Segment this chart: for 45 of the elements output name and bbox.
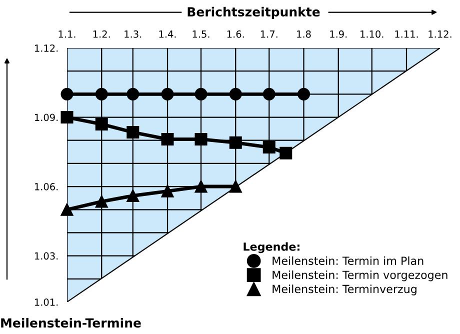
point <box>60 88 74 100</box>
point <box>95 195 108 208</box>
point <box>95 118 108 130</box>
point <box>194 132 208 146</box>
point <box>194 180 208 193</box>
point <box>280 146 292 160</box>
x-tick-label: 1.3. <box>124 30 142 38</box>
x-tick-label: 1.4. <box>159 30 176 38</box>
legend-label: Meilenstein: Termin im Plan <box>272 256 424 266</box>
x-tick-label: 1.9. <box>330 30 347 38</box>
y-tick-label: 1.09. <box>35 114 58 122</box>
legend-label: Meilenstein: Terminverzug <box>272 284 416 296</box>
x-tick-label: 1.10. <box>360 30 384 38</box>
point <box>262 141 276 154</box>
legend-title: Legende: <box>244 242 300 254</box>
y-axis-title: Meilenstein-Termine <box>1 318 141 328</box>
point <box>126 126 140 139</box>
point <box>95 88 108 100</box>
x-tick-label: 1.8 <box>297 30 311 38</box>
point <box>161 132 174 146</box>
x-tick-label: 1.7. <box>260 30 278 38</box>
y-tick-label: 1.06. <box>35 183 58 190</box>
point <box>229 180 242 193</box>
x-axis-title: Berichtszeitpunkte <box>188 6 320 19</box>
x-tick-label: 1.5. <box>192 30 210 38</box>
point <box>262 88 276 100</box>
point <box>298 88 310 100</box>
point <box>60 111 74 124</box>
y-tick-label: 1.03. <box>35 252 58 260</box>
point <box>194 88 208 100</box>
point <box>126 190 140 202</box>
y-tick-label: 1.01. <box>35 298 58 306</box>
point <box>126 88 140 100</box>
point <box>229 88 242 100</box>
x-tick-label: 1.6. <box>227 30 244 38</box>
x-tick-label: 1.12. <box>428 30 452 38</box>
point <box>161 184 174 198</box>
y-tick-label: 1.12. <box>35 44 58 52</box>
legend-label: Meilenstein: Termin vorgezogen <box>272 270 448 282</box>
x-tick-label: 1.11. <box>395 30 418 38</box>
x-tick-label: 1.2. <box>93 30 110 38</box>
point <box>60 203 74 216</box>
point <box>229 136 242 149</box>
point <box>161 88 174 100</box>
x-tick-label: 1.1. <box>58 30 76 38</box>
